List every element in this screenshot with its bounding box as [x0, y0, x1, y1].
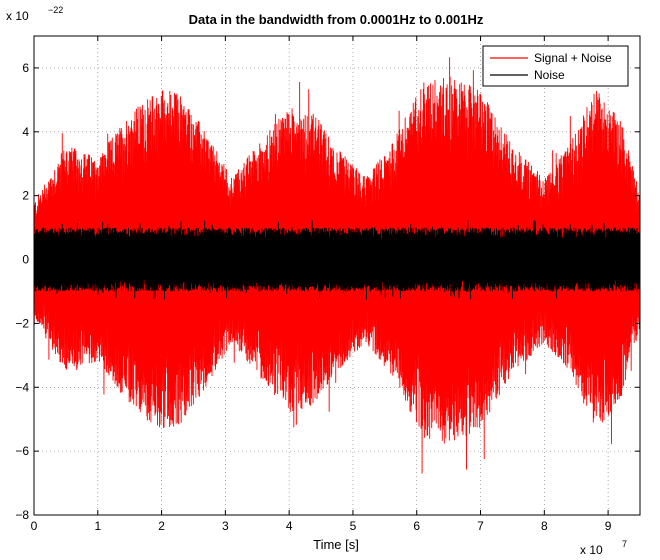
series-noise	[33, 219, 641, 300]
y-tick-label: −6	[15, 444, 29, 458]
x-tick-labels: 0 1 2 3 4 5 6 7 8 9	[31, 519, 612, 533]
legend-label-signal: Signal + Noise	[534, 51, 612, 65]
y-tick-label: 4	[22, 125, 29, 139]
x-tick-label: 5	[350, 519, 357, 533]
y-multiplier: x 10 −22	[6, 5, 63, 23]
x-tick-label: 4	[286, 519, 293, 533]
y-tick-labels: −8 −6 −4 −2 0 2 4 6	[15, 61, 29, 522]
tick-marks	[33, 36, 640, 516]
legend-box	[482, 45, 629, 87]
plot-frame	[33, 35, 641, 516]
x-tick-label: 3	[222, 519, 229, 533]
x-tick-label: 8	[541, 519, 548, 533]
y-tick-label: −4	[15, 380, 29, 394]
x-multiplier-exponent: 7	[622, 539, 627, 549]
y-tick-label: 0	[22, 253, 29, 267]
x-tick-label: 9	[605, 519, 612, 533]
series-layer	[33, 57, 641, 474]
x-axis-label: Time [s]	[313, 537, 359, 552]
y-tick-label: −2	[15, 316, 29, 330]
x-multiplier: x 10 7	[580, 539, 627, 557]
x-tick-label: 6	[413, 519, 420, 533]
legend: Signal + Noise Noise	[482, 45, 629, 87]
plot-area	[33, 35, 641, 516]
y-multiplier-base: x 10	[6, 9, 29, 23]
x-tick-label: 1	[94, 519, 101, 533]
y-multiplier-exponent: −22	[48, 5, 63, 15]
y-tick-label: −8	[15, 508, 29, 522]
series-signal-plus-noise	[33, 57, 641, 474]
y-tick-label: 6	[22, 61, 29, 75]
legend-label-noise: Noise	[534, 68, 565, 82]
y-tick-label: 2	[22, 189, 29, 203]
x-tick-label: 7	[477, 519, 484, 533]
chart-title: Data in the bandwidth from 0.0001Hz to 0…	[189, 12, 484, 27]
x-tick-label: 2	[158, 519, 165, 533]
x-tick-label: 0	[31, 519, 38, 533]
x-multiplier-base: x 10	[580, 543, 603, 557]
